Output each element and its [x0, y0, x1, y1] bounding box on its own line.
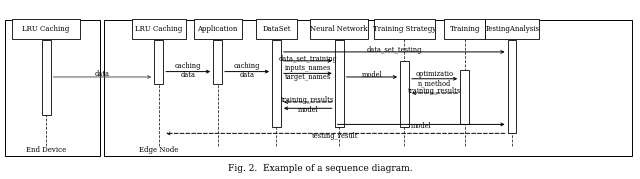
- Text: data: data: [95, 70, 110, 78]
- Bar: [213, 40, 222, 84]
- Text: training_results: training_results: [408, 87, 461, 95]
- Text: inputs_names
target_names: inputs_names target_names: [285, 64, 331, 81]
- Bar: [400, 61, 409, 127]
- Text: LRU Caching: LRU Caching: [135, 25, 182, 33]
- Text: Edge Node: Edge Node: [139, 146, 179, 154]
- Text: optimizatio
n_method: optimizatio n_method: [415, 70, 454, 87]
- Bar: [194, 19, 242, 39]
- Bar: [374, 19, 435, 39]
- Text: LRU Caching: LRU Caching: [22, 25, 70, 33]
- Text: model: model: [411, 122, 431, 130]
- Text: data_set_testing: data_set_testing: [367, 46, 422, 54]
- Bar: [42, 40, 51, 115]
- Text: TestingAnalysis: TestingAnalysis: [484, 25, 540, 33]
- Text: DataSet: DataSet: [262, 25, 291, 33]
- Bar: [335, 40, 344, 127]
- Bar: [5, 20, 100, 156]
- Bar: [255, 19, 297, 39]
- Bar: [272, 40, 281, 127]
- Bar: [310, 19, 368, 39]
- Bar: [154, 40, 163, 84]
- Bar: [486, 19, 539, 39]
- Text: model: model: [298, 107, 318, 114]
- Text: Fig. 2.  Example of a sequence diagram.: Fig. 2. Example of a sequence diagram.: [228, 164, 412, 173]
- Text: caching
data: caching data: [175, 62, 202, 79]
- Text: Application: Application: [197, 25, 238, 33]
- Text: caching
data: caching data: [234, 62, 260, 79]
- Text: testing_result: testing_result: [312, 132, 358, 139]
- Bar: [12, 19, 80, 39]
- Bar: [132, 19, 186, 39]
- Bar: [508, 40, 516, 133]
- Text: Neural Network: Neural Network: [310, 25, 368, 33]
- Bar: [460, 70, 469, 124]
- Text: Training Strategy: Training Strategy: [373, 25, 436, 33]
- Bar: [444, 19, 486, 39]
- Text: data_set_training: data_set_training: [278, 55, 337, 63]
- Text: model: model: [362, 71, 382, 79]
- Text: training_results: training_results: [281, 96, 335, 104]
- Text: End Device: End Device: [26, 146, 66, 154]
- Bar: [104, 20, 632, 156]
- Text: Training: Training: [449, 25, 480, 33]
